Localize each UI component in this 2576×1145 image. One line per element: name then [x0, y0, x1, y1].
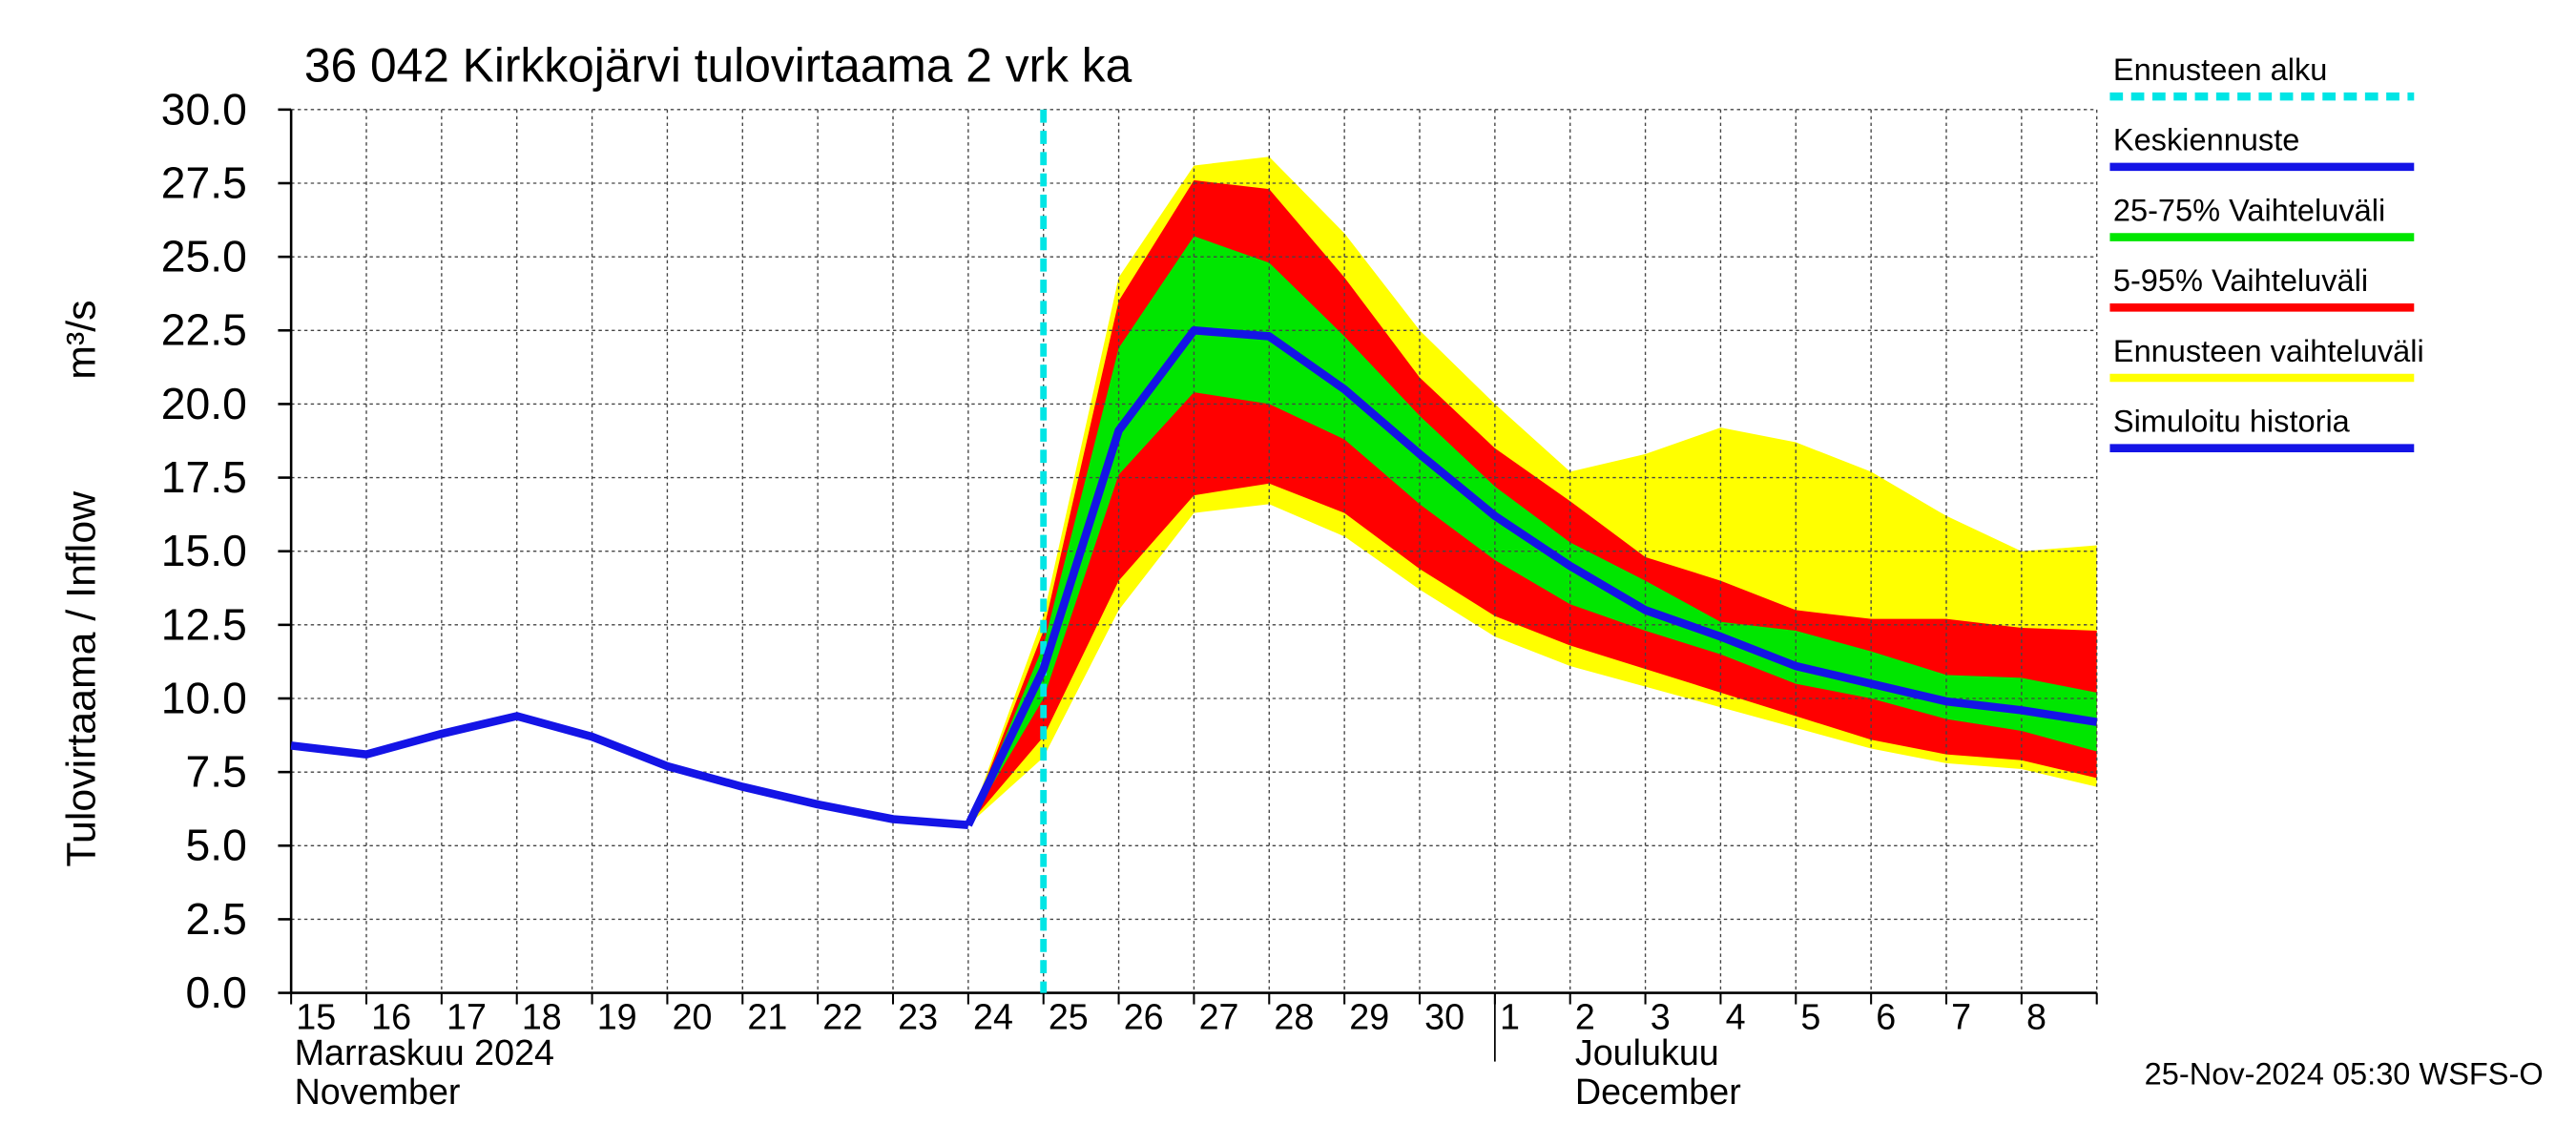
chart-title: 36 042 Kirkkojärvi tulovirtaama 2 vrk ka — [304, 39, 1132, 93]
y-tick-label: 5.0 — [186, 821, 247, 870]
legend-label: 25-75% Vaihteluväli — [2113, 193, 2385, 227]
legend-label: Simuloitu historia — [2113, 405, 2351, 439]
footer: 25-Nov-2024 05:30 WSFS-O — [2145, 1057, 2544, 1092]
y-tick-label: 30.0 — [161, 84, 247, 134]
y-axis-unit: m³/s — [58, 300, 104, 379]
areas — [967, 156, 2097, 825]
y-tick-label: 27.5 — [161, 157, 247, 207]
x-tick-label: 7 — [1951, 996, 1971, 1036]
x-tick-label: 30 — [1424, 996, 1465, 1036]
grid: 0.0 2.5 5.0 7.5 10.0 12.5 15.0 17.5 20.0 22.5 25.0… — [161, 84, 2098, 1112]
month-label: Joulukuu — [1575, 1032, 1719, 1072]
x-tick-label: 27 — [1199, 996, 1239, 1036]
y-tick-label: 10.0 — [161, 673, 247, 722]
y-tick-label: 7.5 — [186, 747, 247, 797]
x-tick-label: 29 — [1349, 996, 1389, 1036]
y-tick-label: 12.5 — [161, 599, 247, 649]
x-tick-label: 25 — [1049, 996, 1089, 1036]
legend-label: Ennusteen vaihteluväli — [2113, 334, 2424, 368]
y-tick-label: 17.5 — [161, 452, 247, 502]
legend-label: Ennusteen alku — [2113, 52, 2328, 87]
x-tick-label: 24 — [973, 996, 1013, 1036]
x-tick-label: 22 — [822, 996, 862, 1036]
month-label-en: November — [295, 1072, 461, 1112]
x-tick-label: 1 — [1500, 996, 1520, 1036]
month-label: Marraskuu 2024 — [295, 1032, 554, 1072]
y-tick-label: 22.5 — [161, 305, 247, 355]
x-tick-label: 6 — [1876, 996, 1896, 1036]
y-tick-label: 25.0 — [161, 232, 247, 281]
x-tick-label: 19 — [597, 996, 637, 1036]
x-tick-label: 8 — [2026, 996, 2046, 1036]
y-tick-label: 0.0 — [186, 968, 247, 1017]
lines — [290, 109, 2098, 993]
x-tick-label: 4 — [1726, 996, 1746, 1036]
x-tick-label: 28 — [1274, 996, 1314, 1036]
x-tick-label: 26 — [1124, 996, 1164, 1036]
x-tick-label: 3 — [1651, 996, 1671, 1036]
x-tick-label: 23 — [898, 996, 938, 1036]
x-tick-label: 20 — [673, 996, 713, 1036]
y-tick-label: 2.5 — [186, 894, 247, 944]
x-tick-label: 15 — [296, 996, 336, 1036]
x-tick-label: 21 — [747, 996, 787, 1036]
band-area — [967, 236, 2097, 825]
legend-label: Keskiennuste — [2113, 123, 2300, 157]
x-tick-label: 18 — [522, 996, 562, 1036]
month-label-en: December — [1575, 1072, 1741, 1112]
x-tick-label: 16 — [371, 996, 411, 1036]
y-tick-label: 20.0 — [161, 379, 247, 428]
legend-label: 5-95% Vaihteluväli — [2113, 263, 2368, 298]
y-axis-label: Tulovirtaama / Inflow — [58, 490, 104, 867]
x-tick-label: 17 — [447, 996, 487, 1036]
x-tick-label: 2 — [1575, 996, 1595, 1036]
series-line — [964, 326, 2098, 827]
x-tick-label: 5 — [1800, 996, 1820, 1036]
y-tick-label: 15.0 — [161, 526, 247, 575]
series-line — [290, 712, 969, 829]
